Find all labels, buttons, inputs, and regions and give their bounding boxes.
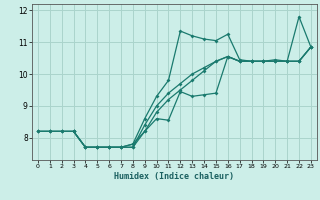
X-axis label: Humidex (Indice chaleur): Humidex (Indice chaleur) xyxy=(115,172,234,181)
